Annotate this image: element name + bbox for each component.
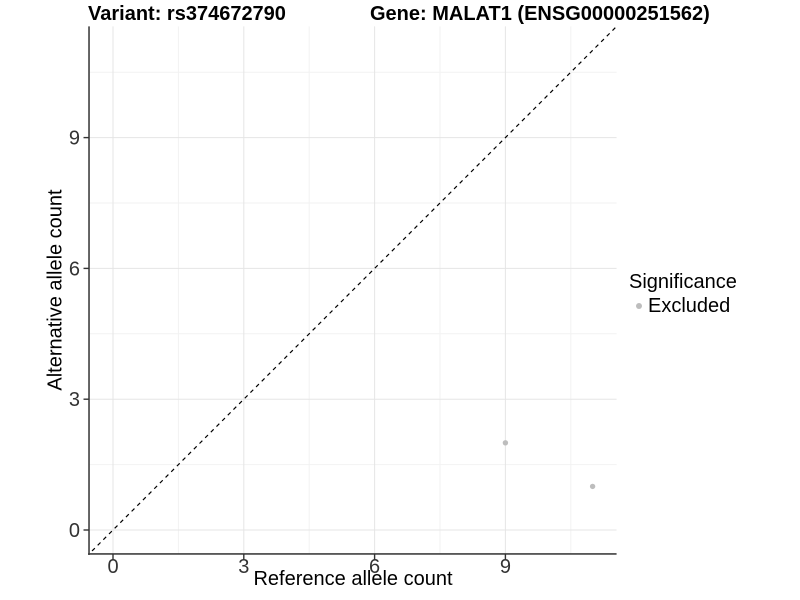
data-point [502,440,509,446]
y-tick-label: 0 [69,520,80,542]
legend-item-excluded: Excluded [629,295,737,317]
x-tick-label: 9 [500,556,511,578]
identity-reference-line [89,26,617,554]
x-tick-label: 6 [369,556,380,578]
variant-title: Variant: rs374672790 [88,3,286,25]
y-tick-label: 6 [69,258,80,280]
legend-item-label: Excluded [648,295,731,317]
y-tick-label: 9 [69,128,80,150]
y-tick-label: 3 [69,389,80,411]
legend: Significance Excluded [629,271,737,317]
x-axis-title: Reference allele count [253,568,453,590]
x-tick-label: 0 [107,556,118,578]
excluded-point-icon [636,303,642,309]
x-tick-label: 3 [238,556,249,578]
gene-title: Gene: MALAT1 (ENSG00000251562) [370,3,710,25]
data-point [589,483,596,490]
legend-title: Significance [629,271,737,293]
y-axis-title: Alternative allele count [44,189,67,391]
